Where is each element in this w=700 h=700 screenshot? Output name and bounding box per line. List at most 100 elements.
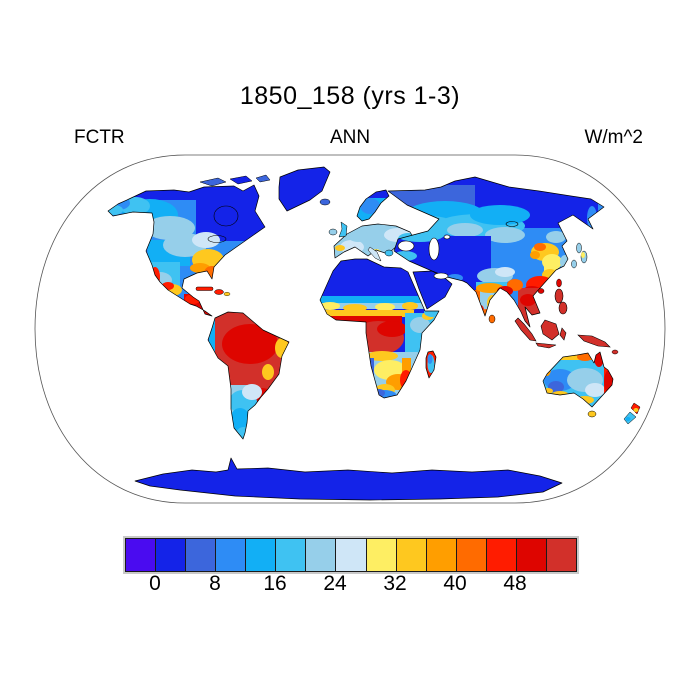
map-shape xyxy=(222,324,278,364)
map-shape xyxy=(335,245,345,251)
map-shape xyxy=(195,286,214,291)
map-shape xyxy=(360,198,380,214)
map-shape xyxy=(262,364,274,380)
colorbar-cell xyxy=(246,539,276,571)
map-shape xyxy=(368,190,389,198)
units-label: W/m^2 xyxy=(584,127,643,148)
map-shape xyxy=(534,243,546,251)
map-shape xyxy=(520,294,536,306)
map-shape xyxy=(556,278,562,288)
map-shape xyxy=(537,288,545,294)
map-shape xyxy=(581,252,585,258)
colorbar-cell xyxy=(456,539,486,571)
map-shape xyxy=(611,349,619,355)
map-shape xyxy=(242,384,262,400)
map-shape xyxy=(375,303,395,311)
map-shape xyxy=(410,317,430,333)
map-shape xyxy=(476,283,504,293)
colorbar xyxy=(125,538,577,572)
colorbar-cell xyxy=(366,539,396,571)
map-shape xyxy=(577,334,611,348)
map-shape xyxy=(427,354,433,364)
map-shape xyxy=(554,288,564,304)
iceland xyxy=(319,198,331,206)
colorbar-cell xyxy=(306,539,336,571)
map-shape xyxy=(348,230,368,242)
southeast-asia-islands xyxy=(514,288,619,355)
british-isles xyxy=(328,221,348,238)
map-shape xyxy=(488,314,496,324)
map-shape xyxy=(229,175,253,185)
colorbar-cell xyxy=(276,539,306,571)
map-shape xyxy=(571,259,577,269)
colorbar-cell xyxy=(216,539,246,571)
map-shape xyxy=(388,205,413,225)
map-shape xyxy=(199,177,227,187)
caspian-sea xyxy=(428,237,440,261)
australia xyxy=(543,352,613,407)
map-shape xyxy=(384,249,394,257)
map-shape xyxy=(470,205,530,225)
map-shape xyxy=(576,242,582,254)
projection-outline xyxy=(34,154,666,504)
colorbar-cell xyxy=(396,539,426,571)
map-shape xyxy=(320,296,428,305)
colorbar-cell xyxy=(156,539,186,571)
map-shape xyxy=(514,317,537,342)
map-shape xyxy=(540,319,560,341)
colorbar-cell xyxy=(486,539,516,571)
map-shape xyxy=(236,427,252,439)
caribbean-islands xyxy=(195,286,231,297)
map-shape xyxy=(328,228,338,236)
map-shape xyxy=(402,302,418,310)
scandinavia xyxy=(357,190,389,221)
map-shape xyxy=(559,327,567,341)
madagascar xyxy=(426,351,436,378)
map-shape xyxy=(625,417,631,421)
tasmania xyxy=(587,410,597,418)
map-shape xyxy=(576,396,594,404)
map-shape xyxy=(472,304,484,316)
map-shape xyxy=(342,253,350,258)
map-shape xyxy=(377,321,407,337)
map-shape xyxy=(320,310,414,317)
arctic-islands xyxy=(199,174,271,187)
map-shape xyxy=(320,302,340,310)
antarctica xyxy=(135,458,562,500)
italy-greece xyxy=(367,246,394,262)
lake-baikal-outline xyxy=(505,221,519,227)
colorbar-cell xyxy=(186,539,216,571)
map-shape xyxy=(530,251,540,259)
hudson-bay xyxy=(213,205,239,227)
map-shape xyxy=(495,267,515,277)
map-shape xyxy=(485,227,525,243)
map-shape xyxy=(192,232,220,248)
map-shape xyxy=(150,267,160,287)
map-shape xyxy=(255,174,271,183)
map-shape xyxy=(633,408,639,412)
japan-korea-islands xyxy=(488,242,588,324)
map-shape xyxy=(558,301,568,315)
map-shape xyxy=(546,231,566,243)
map-shape xyxy=(214,289,224,295)
page-title: 1850_158 (yrs 1-3) xyxy=(239,82,461,110)
map-shape xyxy=(320,316,402,324)
map-shape xyxy=(424,307,439,317)
colorbar-cell xyxy=(126,539,156,571)
map-shape xyxy=(535,342,557,349)
map-shape xyxy=(373,389,385,397)
map-shape xyxy=(367,246,382,262)
map-shape xyxy=(338,221,348,238)
map-shape xyxy=(585,383,605,397)
colorbar-cell xyxy=(516,539,546,571)
great-lakes-outline xyxy=(207,235,227,243)
season-label: ANN xyxy=(329,127,371,148)
black-sea xyxy=(397,240,415,252)
colorbar-cell xyxy=(426,539,456,571)
persian-gulf xyxy=(433,272,449,280)
map-shape xyxy=(223,292,231,297)
map-shape xyxy=(230,408,250,432)
colorbar-cell xyxy=(546,539,576,571)
